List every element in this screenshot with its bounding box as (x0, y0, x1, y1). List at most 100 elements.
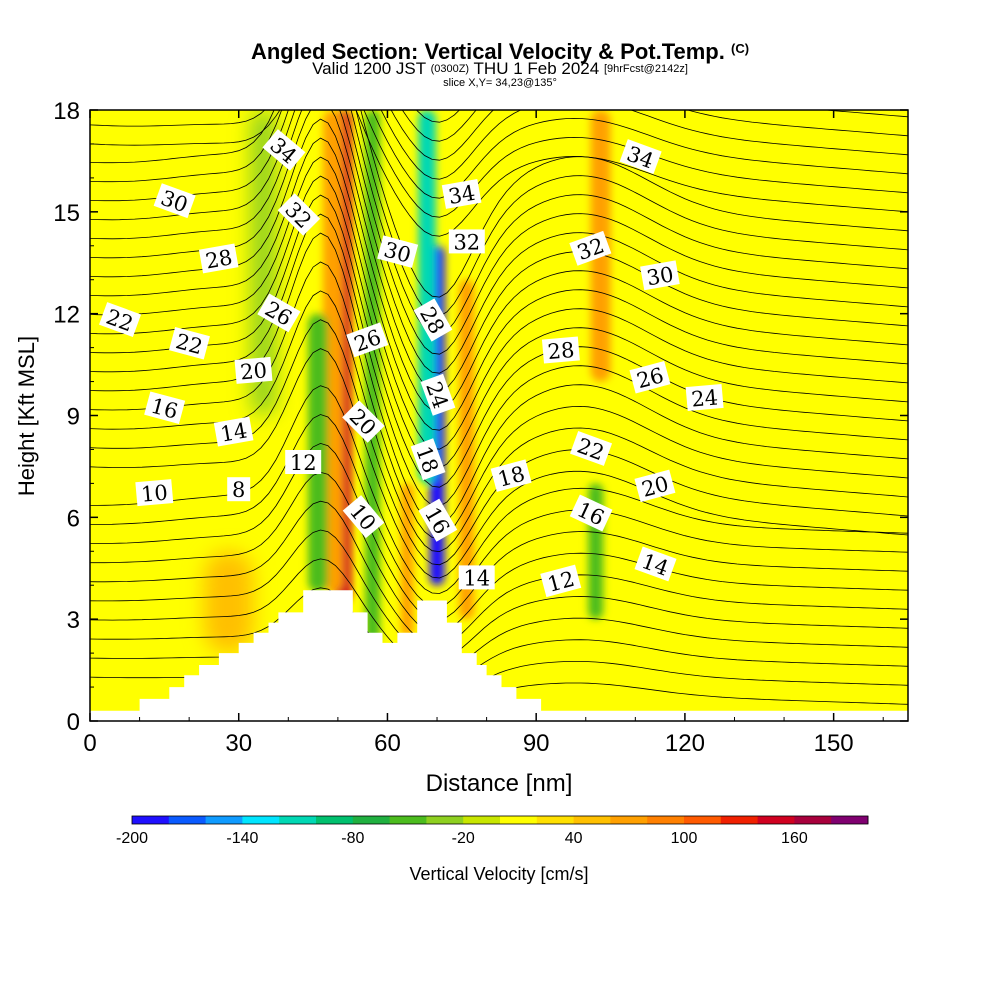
valid-date: THU 1 Feb 2024 (473, 59, 600, 78)
slice-label: slice X,Y= 34,23@135° (443, 77, 557, 89)
terrain-profile (90, 590, 908, 721)
colorbar-swatch-12 (573, 816, 611, 824)
contour-label-25: 12 (285, 450, 322, 475)
colorbar-tick-label-0: -200 (116, 830, 148, 847)
contour-label-15: 28 (541, 336, 580, 364)
colorbar-swatch-7 (389, 816, 427, 824)
theta-contour-35 (90, 0, 908, 84)
svg-text:14: 14 (219, 418, 249, 446)
contour-label-9: 30 (640, 260, 680, 290)
theta-contour-28 (90, 110, 908, 218)
y-axis-label: Height [Kft MSL] (14, 336, 39, 496)
colorbar: -200 -140 -80 -20 40 100 160 (116, 815, 869, 847)
valid-time: Valid 1200 JST (312, 59, 426, 78)
colorbar-swatch-17 (757, 816, 795, 824)
theta-contour-15 (90, 213, 908, 507)
contour-label-10: 22 (99, 302, 142, 337)
theta-contour-34 (90, 0, 908, 103)
theta-contour-10 (90, 348, 908, 579)
contour-label-28: 10 (135, 479, 174, 507)
theta-contour-24 (90, 110, 908, 336)
theta-contour-27 (90, 110, 908, 237)
theta-contour-23 (90, 110, 908, 355)
theta-contour-14 (90, 232, 908, 526)
theta-contour-9 (90, 385, 908, 594)
colorbar-swatch-16 (720, 816, 759, 824)
svg-text:14: 14 (463, 566, 490, 590)
theta-contour-31 (390, 110, 908, 161)
chart-title: Angled Section: Vertical Velocity & Pot.… (0, 36, 1000, 65)
colorbar-swatch-3 (242, 816, 280, 824)
contour-label-3: 34 (441, 178, 482, 209)
colorbar-swatch-13 (610, 816, 648, 824)
terrain (90, 590, 908, 721)
theta-contour-17 (90, 175, 908, 469)
colorbar-swatch-6 (352, 816, 391, 824)
colorbar-swatch-18 (794, 816, 832, 824)
chart-title-unit: (C) (731, 41, 750, 56)
contour-label-34: 14 (458, 565, 495, 590)
theta-contour-2 (90, 587, 908, 687)
colorbar-tick-label-5: 100 (671, 830, 698, 847)
contour-label-4: 34 (619, 139, 662, 174)
y-tick-label-6: 6 (67, 505, 80, 532)
forecast-label: [9hrFcst@2142z] (603, 63, 688, 75)
theta-contour-6 (90, 471, 908, 634)
x-axis-label: Distance [nm] (426, 770, 573, 797)
y-tick-label-9: 9 (67, 404, 80, 431)
theta-contour-13 (90, 261, 908, 539)
y-tick-label-15: 15 (53, 200, 80, 227)
contour-label-6: 30 (377, 235, 419, 268)
colorbar-swatch-4 (279, 816, 317, 824)
velocity-band-1 (323, 110, 343, 593)
svg-text:12: 12 (290, 451, 317, 475)
colorbar-swatch-9 (463, 816, 501, 824)
x-tick-label-90: 90 (523, 730, 550, 757)
theta-contour-22 (90, 110, 908, 374)
contour-label-7: 32 (448, 229, 485, 254)
x-tick-label-120: 120 (665, 730, 705, 757)
x-tick-label-60: 60 (374, 730, 401, 757)
colorbar-tick-label-4: 40 (565, 830, 583, 847)
colorbar-swatch-0 (132, 816, 170, 824)
y-tick-label-0: 0 (67, 709, 80, 736)
colorbar-swatch-19 (831, 816, 869, 824)
velocity-band-3 (365, 110, 381, 643)
colorbar-swatch-1 (168, 816, 207, 824)
theta-contour-30 (380, 110, 908, 180)
theta-contour-25 (90, 110, 908, 317)
colorbar-tick-label-2: -80 (341, 830, 364, 847)
colorbar-label: Vertical Velocity [cm/s] (409, 864, 588, 884)
y-tick-label-12: 12 (53, 302, 80, 329)
theta-contour-18 (90, 156, 908, 450)
chart-subtitle: Valid 1200 JST (0300Z) THU 1 Feb 2024 [9… (0, 59, 1000, 79)
svg-text:24: 24 (690, 385, 719, 411)
colorbar-swatch-8 (426, 816, 464, 824)
colorbar-tick-label-6: 160 (781, 830, 808, 847)
contour-label-29: 8 (227, 477, 251, 502)
contour-label-19: 24 (685, 383, 724, 412)
theta-contour-4 (90, 529, 908, 660)
theta-contour-3 (90, 558, 908, 674)
colorbar-swatch-14 (647, 816, 685, 824)
chart-title-text: Angled Section: Vertical Velocity & Pot.… (250, 39, 725, 64)
contour-label-20: 16 (144, 391, 186, 424)
svg-text:32: 32 (453, 230, 480, 254)
contour-label-17: 26 (629, 360, 671, 394)
y-tick-label-18: 18 (53, 98, 80, 125)
theta-contour-33 (416, 110, 461, 123)
axes: 0 30 60 90 120 150 0 3 6 9 12 15 18 (53, 98, 908, 757)
valid-utc: (0300Z) (430, 63, 470, 75)
svg-text:34: 34 (447, 181, 477, 209)
colorbar-swatch-11 (536, 816, 575, 824)
theta-contour-7 (90, 442, 908, 621)
colorbar-swatch-5 (316, 816, 354, 824)
theta-contour-16 (90, 194, 908, 488)
x-tick-label-30: 30 (225, 730, 252, 757)
velocity-band-11 (204, 551, 254, 654)
contour-label-5: 28 (198, 243, 239, 274)
theta-contour-19 (90, 137, 908, 431)
colorbar-swatch-10 (500, 816, 538, 824)
